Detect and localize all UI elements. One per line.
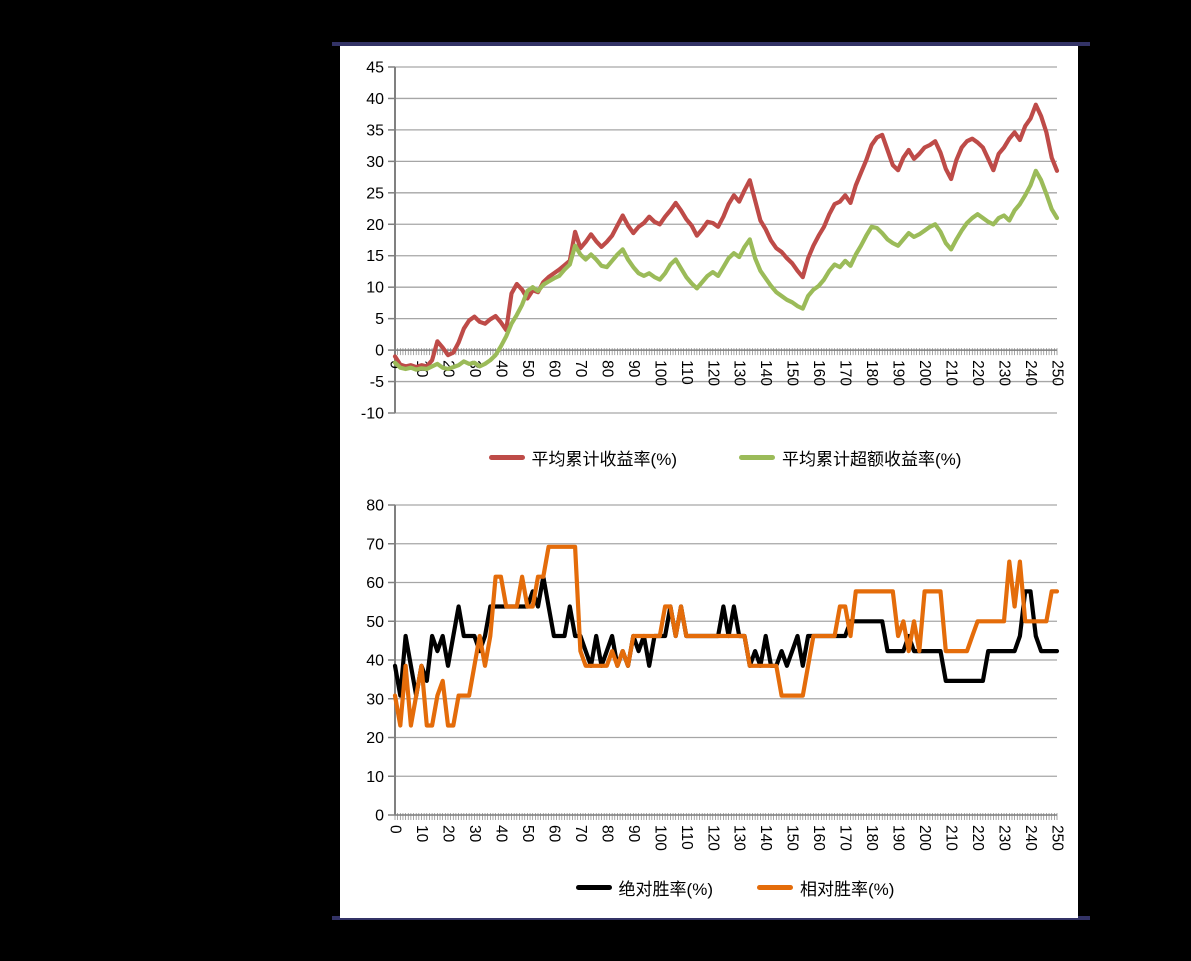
chart-panel: 45 40 35 30 25 20 15 10 5 0 -5 -10 0 10 20 30 40 50 60 70 80…	[340, 46, 1078, 918]
svg-text:35: 35	[366, 122, 384, 139]
svg-text:20: 20	[366, 730, 384, 747]
svg-text:20: 20	[366, 217, 384, 234]
svg-text:140: 140	[757, 360, 774, 386]
svg-text:110: 110	[678, 360, 695, 385]
svg-text:-5: -5	[370, 374, 384, 391]
legend-item-avg-cumulative-return: 平均累计收益率(%)	[488, 445, 677, 470]
legend-label-relative-win-rate: 相对胜率(%)	[800, 880, 895, 899]
svg-text:40: 40	[492, 360, 509, 378]
svg-text:190: 190	[890, 360, 907, 386]
svg-text:60: 60	[545, 825, 562, 843]
svg-text:160: 160	[810, 825, 827, 851]
svg-text:150: 150	[784, 825, 801, 851]
black-line-swatch	[575, 885, 612, 890]
legend-label-absolute-win-rate: 绝对胜率(%)	[618, 880, 713, 899]
svg-text:60: 60	[366, 575, 384, 592]
svg-text:30: 30	[466, 825, 483, 843]
svg-text:80: 80	[366, 498, 384, 515]
svg-text:30: 30	[366, 691, 384, 708]
svg-text:90: 90	[625, 825, 642, 843]
svg-text:70: 70	[572, 825, 589, 843]
legend-item-avg-cumulative-excess-return: 平均累计超额收益率(%)	[739, 445, 961, 470]
svg-text:60: 60	[545, 360, 562, 378]
svg-text:20: 20	[439, 825, 456, 843]
svg-text:5: 5	[375, 311, 384, 328]
svg-text:100: 100	[651, 360, 668, 386]
svg-text:40: 40	[366, 653, 384, 670]
svg-text:250: 250	[1049, 825, 1066, 851]
panel-bottom-border	[332, 916, 1090, 920]
svg-text:140: 140	[757, 825, 774, 851]
svg-text:100: 100	[651, 825, 668, 851]
svg-text:45: 45	[366, 60, 384, 77]
svg-text:50: 50	[519, 360, 536, 378]
svg-text:50: 50	[519, 825, 536, 843]
legend-item-absolute-win-rate: 绝对胜率(%)	[575, 875, 713, 900]
svg-text:0: 0	[387, 825, 404, 834]
svg-text:130: 130	[731, 360, 748, 386]
svg-text:180: 180	[863, 825, 880, 851]
svg-text:190: 190	[890, 825, 907, 851]
svg-text:170: 170	[837, 825, 854, 851]
svg-text:25: 25	[366, 185, 384, 202]
svg-text:90: 90	[625, 360, 642, 378]
svg-text:230: 230	[996, 825, 1013, 851]
svg-text:180: 180	[863, 360, 880, 386]
svg-text:200: 200	[916, 360, 933, 386]
svg-text:0: 0	[375, 343, 384, 360]
svg-text:120: 120	[704, 360, 721, 386]
svg-text:40: 40	[366, 91, 384, 108]
svg-text:30: 30	[366, 154, 384, 171]
series-line-平均累计超额收益率(%)	[392, 168, 1060, 372]
series-line-平均累计收益率(%)	[392, 102, 1060, 370]
orange-line-swatch	[757, 885, 793, 890]
svg-text:170: 170	[837, 360, 854, 386]
svg-text:80: 80	[598, 360, 615, 378]
svg-text:0: 0	[375, 808, 384, 825]
svg-text:240: 240	[1022, 360, 1039, 386]
svg-text:50: 50	[366, 614, 384, 631]
svg-text:220: 220	[969, 825, 986, 851]
svg-text:80: 80	[598, 825, 615, 843]
chart2-legend: 绝对胜率(%) 相对胜率(%)	[340, 875, 1104, 900]
svg-text:-10: -10	[361, 406, 384, 423]
svg-text:160: 160	[810, 360, 827, 386]
svg-text:240: 240	[1022, 825, 1039, 851]
svg-text:130: 130	[731, 825, 748, 851]
svg-text:210: 210	[943, 360, 960, 386]
svg-text:200: 200	[916, 825, 933, 851]
legend-item-relative-win-rate: 相对胜率(%)	[757, 875, 894, 900]
panel-top-border	[332, 42, 1090, 46]
svg-text:10: 10	[366, 280, 384, 297]
svg-text:220: 220	[969, 360, 986, 386]
svg-text:40: 40	[492, 825, 509, 843]
svg-text:70: 70	[572, 360, 589, 378]
legend-label-avg-cumulative-excess-return: 平均累计超额收益率(%)	[782, 450, 962, 469]
series-line-相对胜率(%)	[392, 544, 1060, 728]
svg-text:120: 120	[704, 825, 721, 851]
green-line-swatch	[739, 455, 775, 460]
svg-text:210: 210	[943, 825, 960, 851]
svg-text:230: 230	[996, 360, 1013, 386]
svg-text:70: 70	[366, 536, 384, 553]
red-line-swatch	[488, 455, 525, 460]
svg-text:10: 10	[413, 825, 430, 843]
svg-text:110: 110	[678, 825, 695, 850]
legend-label-avg-cumulative-return: 平均累计收益率(%)	[531, 450, 677, 469]
svg-text:15: 15	[366, 248, 384, 265]
chart1-legend: 平均累计收益率(%) 平均累计超额收益率(%)	[340, 445, 1094, 470]
svg-text:250: 250	[1049, 360, 1066, 386]
svg-text:150: 150	[784, 360, 801, 386]
svg-text:10: 10	[366, 769, 384, 786]
